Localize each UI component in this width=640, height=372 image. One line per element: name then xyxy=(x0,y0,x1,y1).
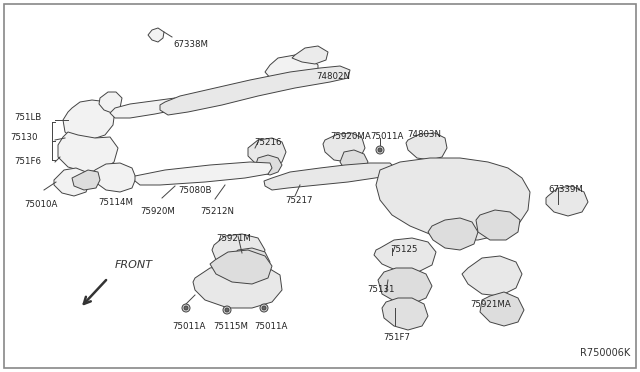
Circle shape xyxy=(225,308,229,312)
Polygon shape xyxy=(63,100,115,140)
Text: 75114M: 75114M xyxy=(98,198,133,207)
Circle shape xyxy=(223,306,231,314)
Polygon shape xyxy=(255,155,282,175)
Text: 74802N: 74802N xyxy=(316,72,350,81)
Text: 75920M: 75920M xyxy=(140,207,175,216)
Circle shape xyxy=(262,306,266,310)
Text: 75131: 75131 xyxy=(367,285,394,294)
Polygon shape xyxy=(210,250,272,284)
Polygon shape xyxy=(476,210,520,240)
Text: 75212N: 75212N xyxy=(200,207,234,216)
Text: 75217: 75217 xyxy=(285,196,312,205)
Polygon shape xyxy=(99,92,122,113)
Polygon shape xyxy=(406,133,447,160)
Polygon shape xyxy=(480,292,524,326)
Text: 751LB: 751LB xyxy=(14,113,41,122)
Text: 75011A: 75011A xyxy=(172,322,205,331)
Text: 75216: 75216 xyxy=(254,138,282,147)
Circle shape xyxy=(260,304,268,312)
Text: 75920MA: 75920MA xyxy=(330,132,371,141)
Polygon shape xyxy=(376,158,530,240)
Polygon shape xyxy=(228,248,270,277)
Text: 67338M: 67338M xyxy=(173,40,208,49)
Circle shape xyxy=(182,304,190,312)
Text: 75130: 75130 xyxy=(10,134,38,142)
Circle shape xyxy=(376,146,384,154)
Polygon shape xyxy=(54,168,90,196)
Text: 75921MA: 75921MA xyxy=(470,300,511,309)
Text: 75080B: 75080B xyxy=(178,186,211,195)
Text: 75921M: 75921M xyxy=(216,234,251,243)
Polygon shape xyxy=(382,298,428,330)
Polygon shape xyxy=(248,138,286,167)
Text: R750006K: R750006K xyxy=(580,348,630,358)
Polygon shape xyxy=(374,238,436,272)
Text: 75115M: 75115M xyxy=(213,322,248,331)
Polygon shape xyxy=(546,186,588,216)
Text: 75011A: 75011A xyxy=(254,322,287,331)
Text: 75010A: 75010A xyxy=(24,200,58,209)
Polygon shape xyxy=(160,66,350,115)
Text: 74803N: 74803N xyxy=(407,130,441,139)
Text: 75011A: 75011A xyxy=(370,132,403,141)
Text: 67339M: 67339M xyxy=(548,185,583,194)
Polygon shape xyxy=(378,268,432,304)
Circle shape xyxy=(184,306,188,310)
Text: FRONT: FRONT xyxy=(115,260,153,270)
Polygon shape xyxy=(265,55,318,84)
Circle shape xyxy=(378,148,382,152)
Polygon shape xyxy=(462,256,522,296)
Polygon shape xyxy=(292,46,328,64)
Polygon shape xyxy=(340,150,368,173)
Polygon shape xyxy=(212,234,265,270)
Polygon shape xyxy=(428,218,478,250)
Polygon shape xyxy=(110,98,180,118)
Polygon shape xyxy=(323,133,365,162)
Text: 751F7: 751F7 xyxy=(383,333,410,342)
Polygon shape xyxy=(92,163,136,192)
Text: 75125: 75125 xyxy=(390,245,417,254)
Polygon shape xyxy=(193,264,282,308)
Polygon shape xyxy=(58,132,118,172)
Polygon shape xyxy=(135,162,272,185)
Polygon shape xyxy=(72,170,100,190)
Text: 751F6: 751F6 xyxy=(14,157,41,167)
Polygon shape xyxy=(148,28,164,42)
Polygon shape xyxy=(264,163,395,190)
